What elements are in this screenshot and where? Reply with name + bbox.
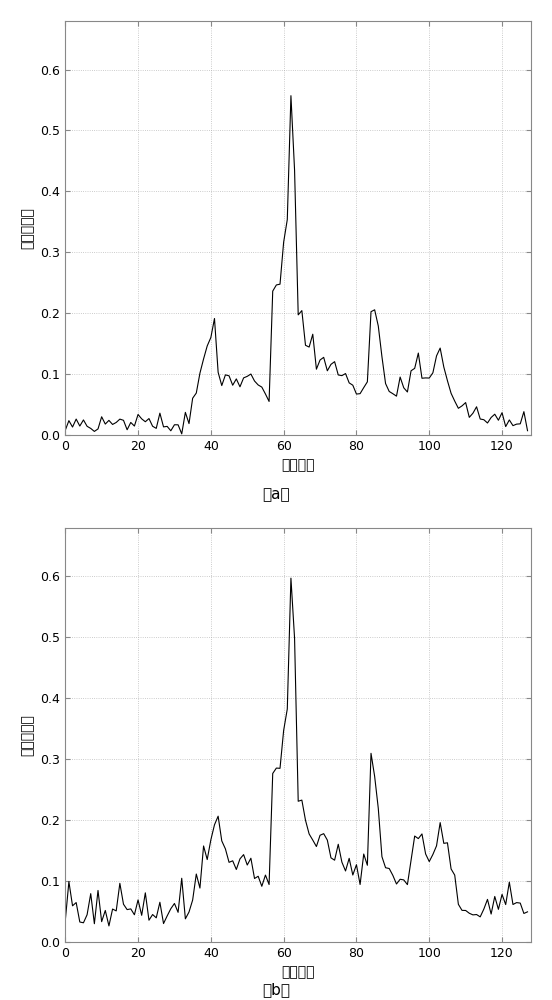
Y-axis label: 归一化幅度: 归一化幅度 [21,207,35,249]
X-axis label: 距离单元: 距离单元 [282,458,315,472]
Text: （a）: （a） [262,488,290,502]
Text: （b）: （b） [262,982,290,998]
X-axis label: 距离单元: 距离单元 [282,965,315,979]
Y-axis label: 归一化幅度: 归一化幅度 [21,714,35,756]
